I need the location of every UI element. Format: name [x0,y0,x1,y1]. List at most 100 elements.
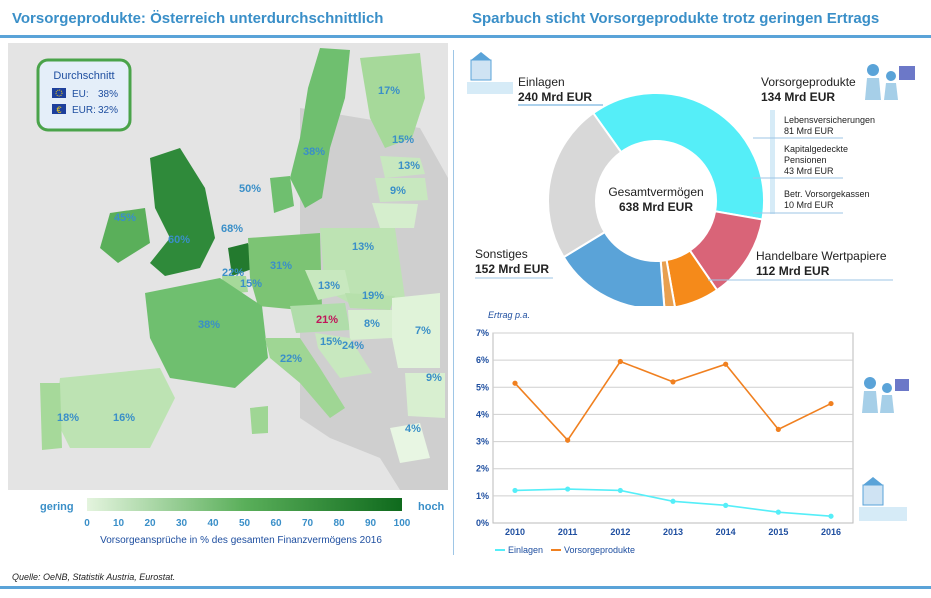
label-lithuania: 9% [390,185,406,197]
label-greece: 4% [405,423,421,435]
island-sardinia [250,406,268,434]
x-tick-labels: 2010 2011 2012 2013 2014 2015 2016 [505,527,841,537]
bank-icon [467,52,513,94]
legend-tick-90: 90 [365,518,377,529]
legend-tick-70: 70 [302,518,314,529]
legend-tick-10: 10 [113,518,125,529]
x-tick-2012: 2012 [610,527,630,537]
elderly-people-icon [865,64,915,100]
label-slovenia: 15% [320,336,342,348]
label-kapital-name-1: Kapitalgedeckte [784,144,848,154]
country-latvia [375,178,428,202]
point-vorsorgeprodukte-2010 [512,380,518,386]
point-vorsorgeprodukte-2012 [617,358,623,365]
legend-einlagen-label: Einlagen [508,545,543,555]
country-finland [360,53,425,148]
x-tick-2010: 2010 [505,527,525,537]
donut-segment-sonstiges [547,111,623,259]
legend-tick-40: 40 [207,518,219,529]
country-portugal [40,383,62,450]
plot-area [492,332,854,524]
legend-tick-50: 50 [239,518,251,529]
bank-icon-2 [859,477,907,521]
point-vorsorgeprodukte-2011 [565,437,571,443]
country-slovakia [345,293,395,310]
legend-tick-80: 80 [333,518,345,529]
label-kapital-value: 43 Mrd EUR [784,166,834,176]
bottom-rule [0,586,931,589]
country-denmark [270,176,294,213]
label-handel-name: Handelbare Wertpapiere [756,249,887,263]
y-tick-labels: 0% 1% 2% 3% 4% 5% 6% 7% [476,328,489,528]
label-kapital-name-2: Pensionen [784,155,827,165]
label-vorsorge-value: 134 Mrd EUR [761,90,835,104]
donut-center-label: Gesamtvermögen [608,185,703,199]
y-tick-3: 3% [476,437,489,447]
label-latvia: 13% [398,160,420,172]
y-tick-4: 4% [476,409,489,419]
label-poland: 13% [352,241,374,253]
country-estonia [380,156,425,178]
label-czech: 13% [318,280,340,292]
grid-lines [493,332,853,497]
right-title: Sparbuch sticht Vorsorgeprodukte trotz g… [472,10,880,27]
point-einlagen-2011 [565,486,571,492]
legend-gradient-bar [87,498,402,511]
country-germany [248,233,322,310]
label-sonstiges-value: 152 Mrd EUR [475,262,549,276]
y-tick-6: 6% [476,355,489,365]
donut-segment-einlagen [591,92,765,221]
point-einlagen-2010 [512,487,518,494]
legend-high-label: hoch [418,501,445,513]
label-betr-name: Betr. Vorsorgekassen [784,189,870,199]
label-ireland: 45% [114,212,136,224]
point-vorsorgeprodukte-2013 [670,379,676,385]
country-ireland [100,208,150,263]
legend-tick-100: 100 [394,518,411,529]
x-tick-2014: 2014 [716,527,736,537]
y-tick-0: 0% [476,518,489,528]
euro-icon [52,104,66,114]
source-note: Quelle: OeNB, Statistik Austria, Eurosta… [12,572,176,582]
line-chart: Ertrag p.a. 0%1%2%3%4%5%6%7% 2010 2011 201… [476,310,909,555]
country-sweden [290,48,350,208]
average-eur-value: 32% [98,105,118,116]
top-rule [0,35,931,38]
donut-chart: Einlagen 240 Mrd EUR Vorsorgeprodukte 13… [467,52,915,306]
label-finland: 17% [378,85,400,97]
legend-tick-30: 30 [176,518,188,529]
label-slovakia: 19% [362,290,384,302]
svg-text:€: € [56,105,61,115]
y-tick-5: 5% [476,382,489,392]
europe-map: Durchschnitt EU: 38% € EUR: 32% 17% 15% … [8,43,448,546]
donut-segments [547,92,765,306]
label-lebensvers-name: Lebensversicherungen [784,115,875,125]
average-eu-value: 38% [98,89,118,100]
average-box-title: Durchschnitt [53,70,114,82]
x-tick-2013: 2013 [663,527,683,537]
label-austria: 21% [316,314,338,326]
y-tick-7: 7% [476,328,489,338]
vorsorge-bracket [770,110,775,214]
label-spain: 16% [113,412,135,424]
country-france [145,278,268,388]
legend-tick-20: 20 [144,518,156,529]
legend-tick-0: 0 [84,518,90,529]
label-sweden: 38% [303,146,325,158]
point-vorsorgeprodukte-2016 [828,400,834,407]
country-spain [55,368,175,448]
donut-center-value: 638 Mrd EUR [619,200,693,214]
column-divider [453,50,454,555]
label-belgium: 22% [222,267,244,279]
label-vorsorge-name: Vorsorgeprodukte [761,75,856,89]
legend-vorsorge-label: Vorsorgeprodukte [564,545,635,555]
x-tick-2016: 2016 [821,527,841,537]
point-vorsorgeprodukte-2015 [775,426,781,432]
country-croatia [315,333,372,378]
legend-tick-60: 60 [270,518,282,529]
point-einlagen-2015 [775,509,781,515]
label-einlagen-value: 240 Mrd EUR [518,90,592,104]
label-romania: 7% [415,325,431,337]
eu-flag-icon [52,88,66,98]
series-lines [512,358,834,519]
